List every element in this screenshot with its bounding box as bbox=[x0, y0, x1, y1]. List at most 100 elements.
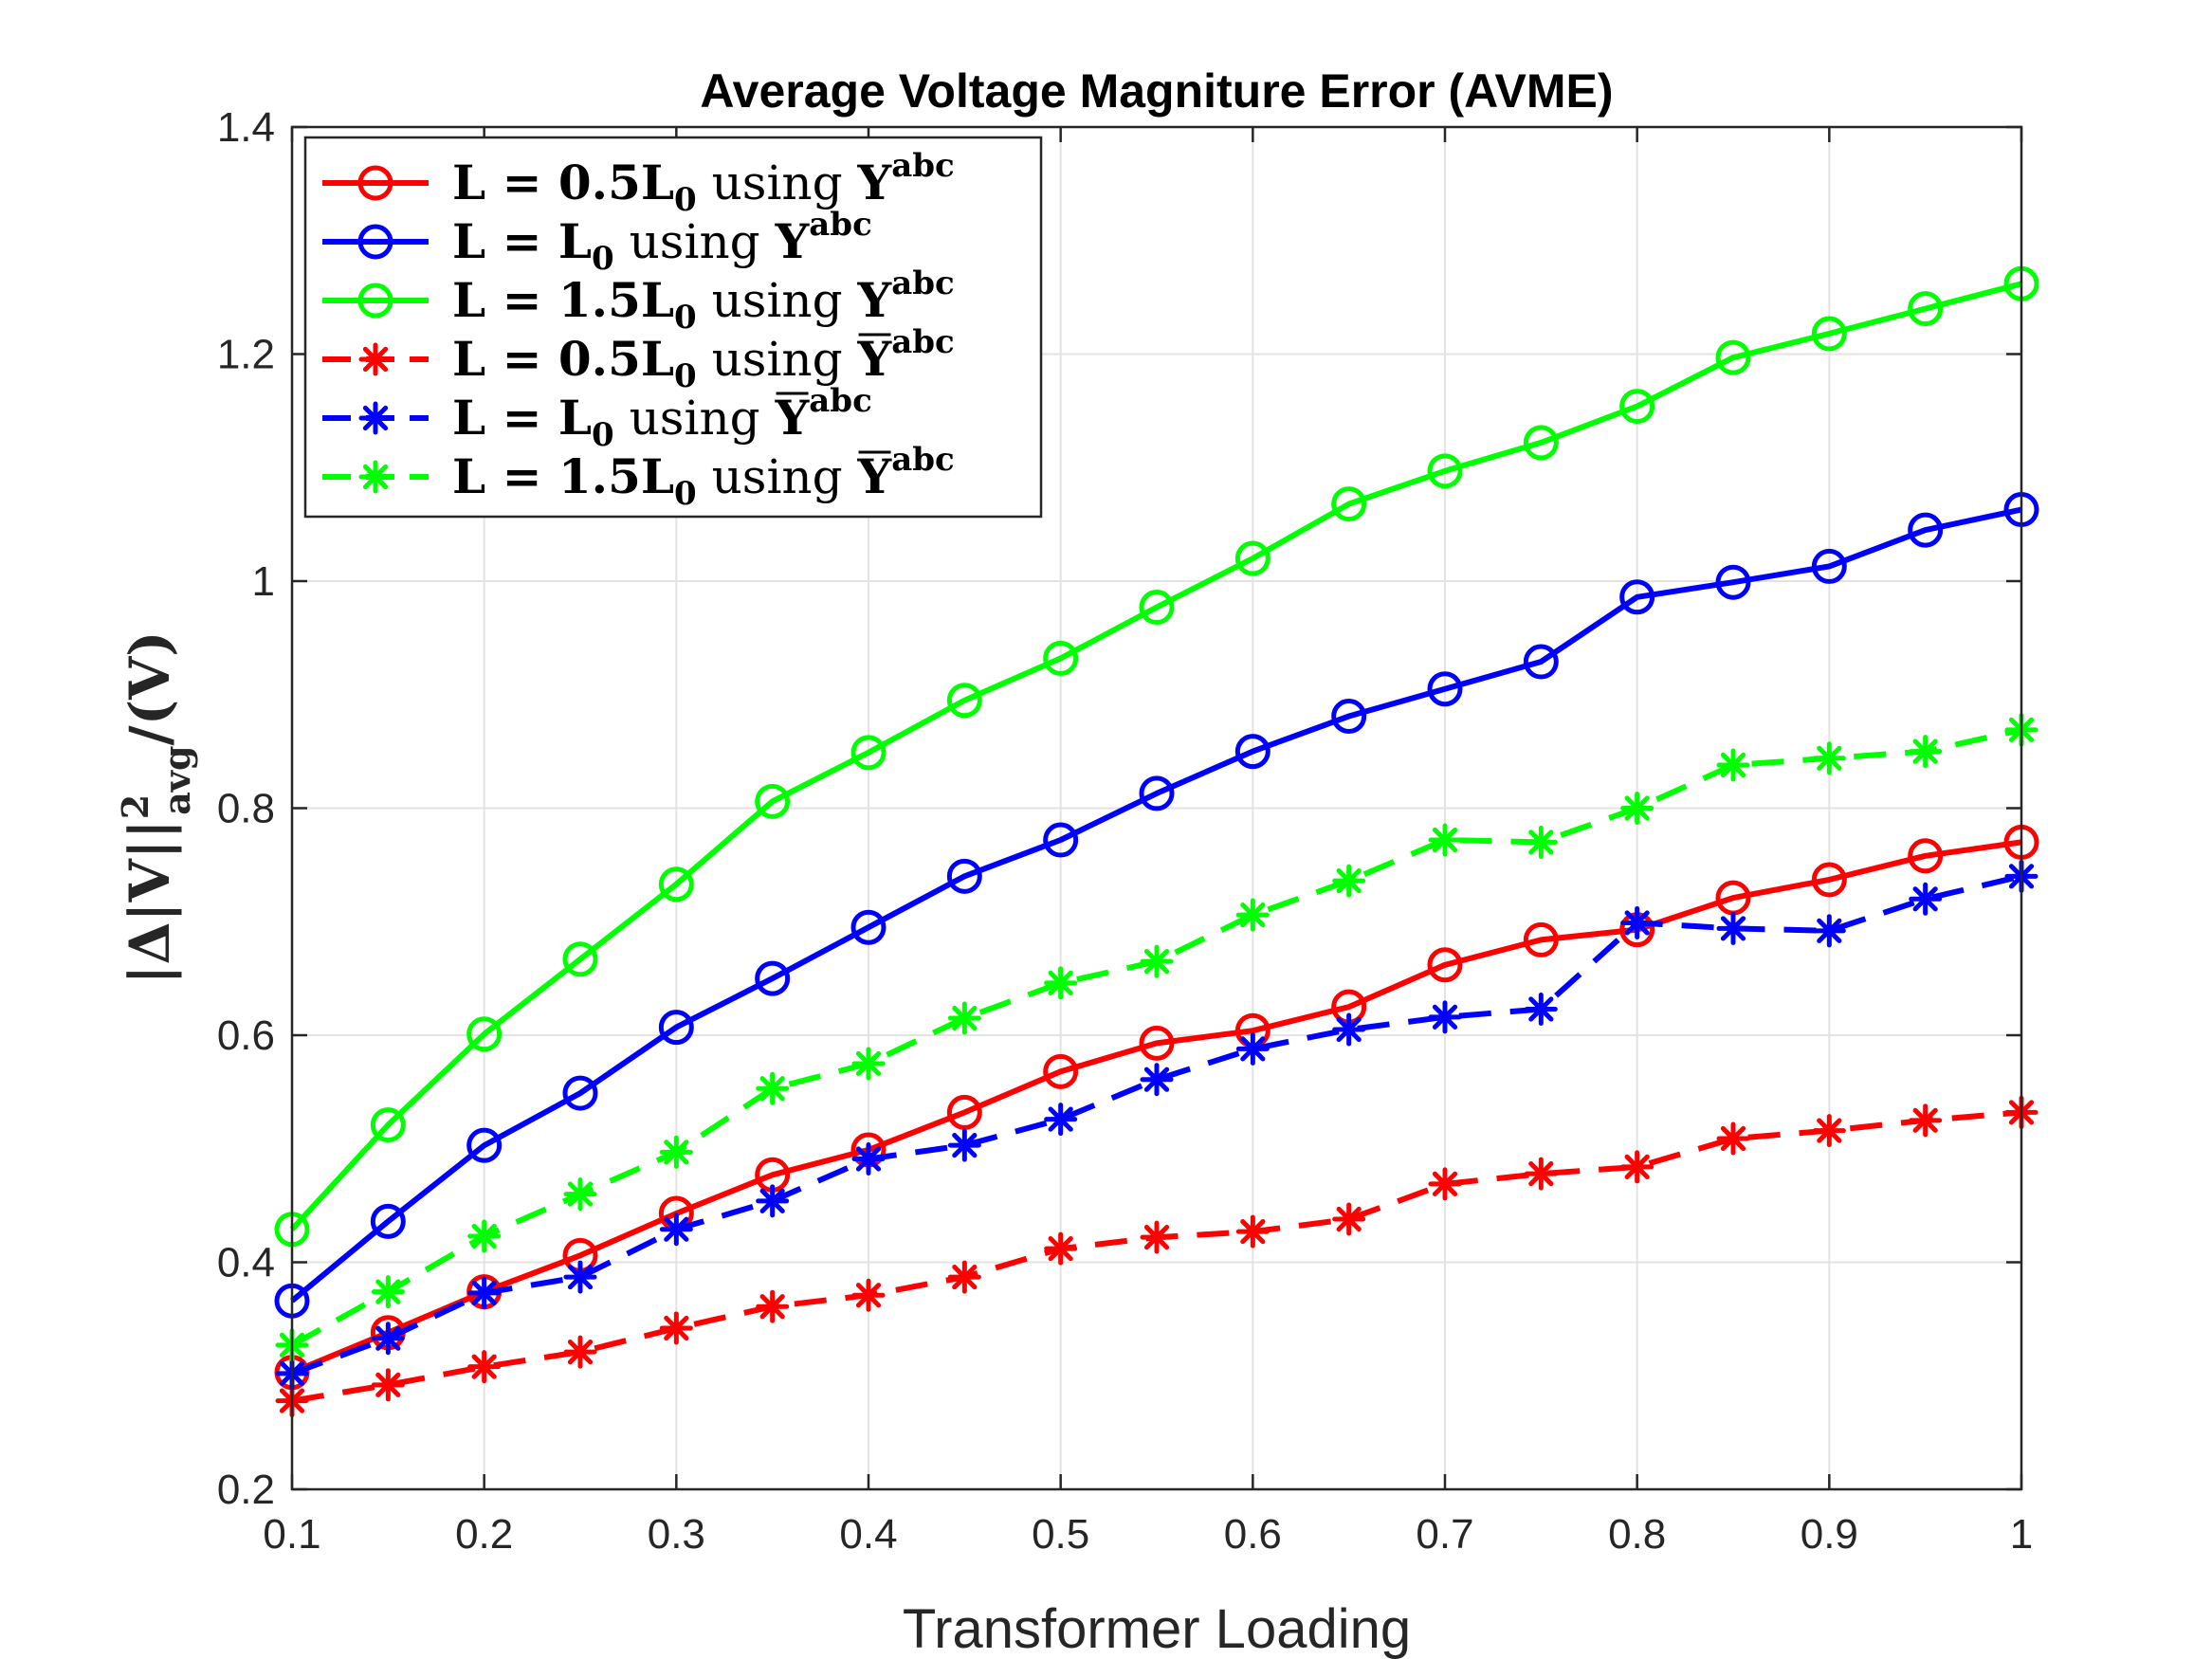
data-point bbox=[1811, 548, 1847, 584]
legend-label: L = 1.5L0 using Yabc bbox=[452, 264, 955, 337]
data-point bbox=[1428, 1000, 1462, 1034]
series-line bbox=[290, 839, 2022, 1376]
data-point bbox=[947, 1001, 981, 1035]
data-point bbox=[1908, 838, 1944, 874]
data-point bbox=[1524, 1157, 1558, 1191]
data-point bbox=[1524, 992, 1558, 1026]
data-point bbox=[1716, 911, 1750, 945]
x-tick-label: 0.9 bbox=[1801, 1511, 1858, 1558]
data-point bbox=[1044, 1103, 1078, 1137]
data-point bbox=[946, 1094, 982, 1130]
data-point bbox=[370, 1107, 406, 1143]
data-point bbox=[1140, 1063, 1174, 1097]
tick-labels: 0.1 0.2 0.3 0.4 0.5 0.6 0.7 0.8 0.9 10.20.40.60.8… bbox=[217, 104, 2033, 1558]
data-point bbox=[1428, 823, 1462, 857]
y-tick-label: 0.8 bbox=[217, 786, 275, 832]
data-point bbox=[755, 960, 791, 996]
chart-title: Average Voltage Magniture Error (AVME) bbox=[700, 64, 1613, 118]
data-point bbox=[1044, 966, 1078, 1000]
data-point bbox=[357, 283, 393, 319]
data-point bbox=[563, 1177, 597, 1212]
y-tick-label: 0.6 bbox=[217, 1012, 275, 1059]
legend-entry: L = 0.5L0 using Yabc bbox=[322, 147, 955, 219]
data-point bbox=[851, 1047, 886, 1081]
data-point bbox=[947, 1128, 981, 1162]
data-point bbox=[562, 1075, 598, 1111]
data-point bbox=[357, 165, 393, 201]
data-point bbox=[1043, 640, 1079, 676]
x-tick-label: 0.2 bbox=[455, 1511, 513, 1558]
data-point bbox=[659, 1135, 693, 1169]
data-point bbox=[467, 1276, 502, 1310]
x-axis-label: Transformer Loading bbox=[903, 1598, 1411, 1659]
x-tick-label: 0.1 bbox=[263, 1511, 320, 1558]
series-3 bbox=[274, 265, 2039, 1248]
data-point bbox=[357, 224, 393, 260]
data-point bbox=[1909, 882, 1943, 916]
data-point bbox=[1909, 735, 1943, 769]
x-tick-label: 0.8 bbox=[1608, 1511, 1666, 1558]
data-point bbox=[1715, 339, 1751, 375]
data-point bbox=[756, 1071, 790, 1105]
data-point bbox=[466, 1127, 503, 1163]
y-tick-label: 0.4 bbox=[217, 1240, 275, 1286]
data-point bbox=[358, 460, 393, 494]
x-tick-label: 0.5 bbox=[1032, 1511, 1089, 1558]
data-point bbox=[1234, 540, 1271, 576]
y-tick-label: 1 bbox=[252, 558, 275, 605]
data-point bbox=[358, 401, 393, 435]
axes bbox=[290, 125, 2023, 1491]
data-point bbox=[659, 1212, 693, 1247]
legend-box bbox=[303, 136, 1043, 519]
legend-entry: L = 0.5L0 using Yabc bbox=[322, 323, 955, 395]
data-point bbox=[1524, 825, 1558, 859]
data-point bbox=[1140, 1220, 1174, 1254]
data-point bbox=[1331, 699, 1367, 735]
series-6 bbox=[275, 713, 2038, 1362]
data-point bbox=[358, 342, 393, 376]
data-point bbox=[1140, 944, 1174, 978]
legend-label: L = L0 using Yabc bbox=[452, 382, 872, 454]
data-point bbox=[851, 1278, 886, 1312]
data-point bbox=[947, 1260, 981, 1294]
data-point bbox=[850, 735, 887, 771]
data-point bbox=[1812, 914, 1846, 948]
legend-label: L = 0.5L0 using Yabc bbox=[452, 147, 955, 219]
data-point bbox=[1620, 792, 1654, 825]
data-point bbox=[1234, 734, 1271, 770]
legend-label: L = 0.5L0 using Yabc bbox=[452, 323, 955, 395]
data-point bbox=[370, 1203, 406, 1239]
data-point bbox=[1716, 1121, 1750, 1156]
legend-label: L = 1.5L0 using Yabc bbox=[452, 441, 955, 513]
data-point bbox=[1332, 864, 1366, 898]
data-point bbox=[1523, 921, 1559, 957]
data-point bbox=[1235, 1214, 1270, 1249]
data-point bbox=[850, 909, 887, 945]
data-point bbox=[1427, 947, 1463, 983]
data-point bbox=[1139, 775, 1175, 811]
data-point bbox=[1523, 644, 1559, 680]
data-point bbox=[562, 941, 598, 977]
data-point bbox=[1139, 590, 1175, 626]
series-line bbox=[290, 506, 2022, 1304]
y-axis-label: |Δ|V||2avg/(V) bbox=[114, 630, 198, 984]
data-point bbox=[563, 1335, 597, 1369]
data-point bbox=[1331, 486, 1367, 522]
x-tick-label: 0.7 bbox=[1416, 1511, 1473, 1558]
data-point bbox=[1909, 1103, 1943, 1138]
data-point bbox=[1908, 512, 1944, 548]
data-point bbox=[1428, 1167, 1462, 1201]
data-point bbox=[1811, 862, 1847, 898]
data-point bbox=[755, 783, 791, 819]
data-point bbox=[1620, 905, 1654, 939]
legend-entry: L = L0 using Yabc bbox=[322, 206, 872, 278]
x-tick-label: 1 bbox=[2010, 1511, 2033, 1558]
data-point bbox=[1619, 389, 1655, 425]
legend-entry: L = 1.5L0 using Yabc bbox=[322, 441, 955, 513]
y-tick-label: 1.4 bbox=[217, 104, 275, 151]
data-point bbox=[1716, 748, 1750, 782]
y-tick-label: 0.2 bbox=[217, 1467, 275, 1513]
data-point bbox=[371, 1275, 405, 1309]
